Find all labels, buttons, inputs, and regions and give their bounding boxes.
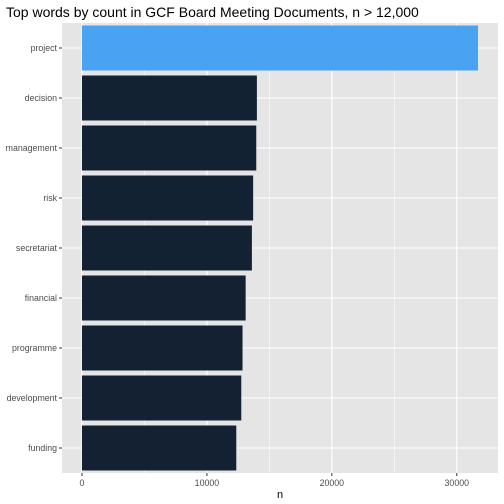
x-axis-title: n — [277, 489, 283, 501]
bar-management — [81, 125, 257, 171]
x-tick-label: 0 — [80, 478, 85, 488]
y-tick-label: risk — [43, 193, 57, 203]
y-tick-label: development — [7, 393, 58, 403]
bar-project — [81, 25, 479, 71]
x-tick-label: 20000 — [320, 478, 345, 488]
x-tick-label: 30000 — [445, 478, 470, 488]
y-tick-label: programme — [12, 343, 57, 353]
bar-financial — [81, 275, 246, 321]
bar-decision — [81, 75, 257, 121]
bar-secretariat — [81, 225, 252, 271]
y-axis-ticks: project decision management risk secretariat… — [6, 43, 62, 453]
y-tick-label: project — [31, 43, 58, 53]
bars — [81, 25, 479, 471]
bar-risk — [81, 175, 254, 221]
x-tick-label: 10000 — [195, 478, 220, 488]
chart-title: Top words by count in GCF Board Meeting … — [6, 4, 419, 20]
y-tick-label: secretariat — [16, 243, 58, 253]
bar-funding — [81, 425, 237, 471]
y-tick-label: financial — [25, 293, 57, 303]
bar-programme — [81, 325, 243, 371]
bar-development — [81, 375, 242, 421]
x-axis-ticks: 0 10000 20000 30000 — [80, 473, 470, 488]
y-tick-label: decision — [25, 93, 57, 103]
y-tick-label: management — [6, 143, 58, 153]
y-tick-label: funding — [28, 443, 57, 453]
